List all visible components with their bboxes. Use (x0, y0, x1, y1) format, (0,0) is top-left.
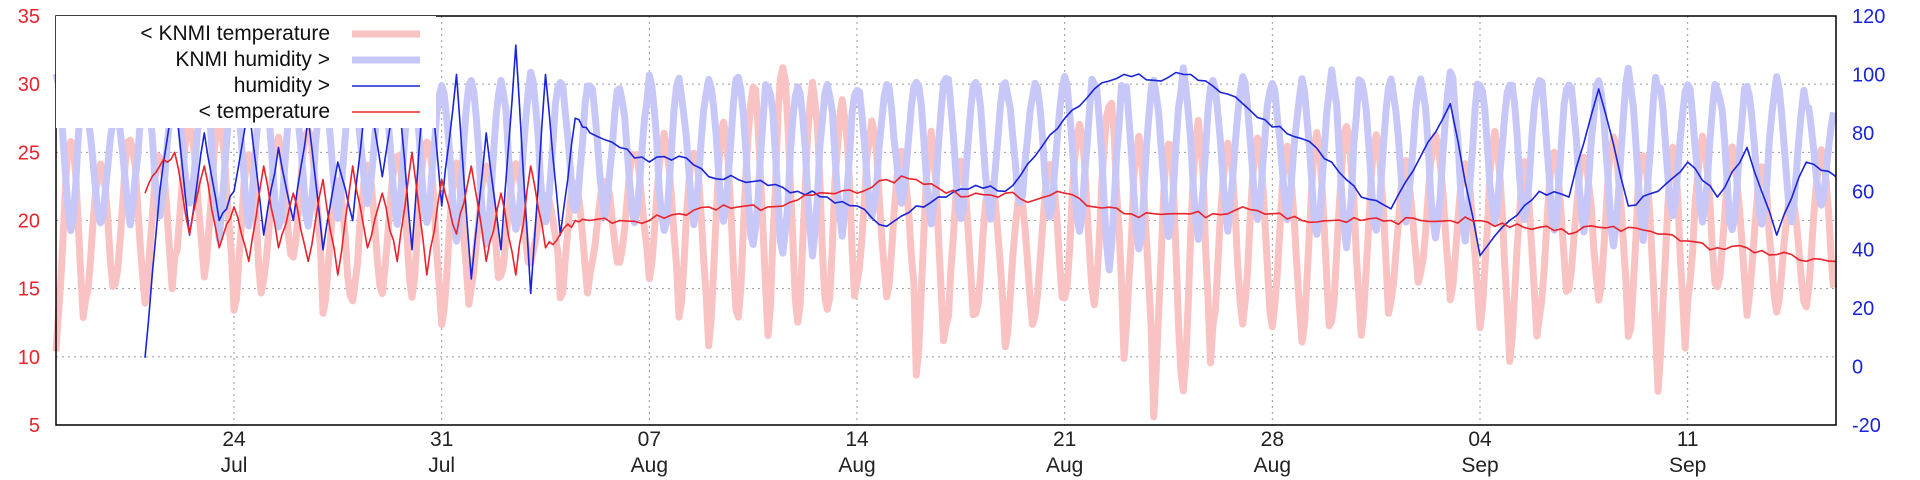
legend-entry-label: humidity > (234, 74, 330, 97)
x-tick-month-label: Jul (428, 454, 455, 477)
y-right-tick-label: 120 (1852, 6, 1885, 28)
plot-frame (55, 15, 1837, 426)
x-tick-month-label: Sep (1669, 454, 1706, 477)
series-line-0 (52, 64, 1837, 421)
series-line-3 (144, 151, 1837, 276)
y-right-tick-label: 40 (1852, 240, 1874, 262)
y-left-tick-label: 5 (29, 415, 40, 437)
y-right-tick-label: 60 (1852, 181, 1874, 203)
x-tick-month-label: Aug (1046, 454, 1083, 477)
x-tick-day-label: 04 (1468, 428, 1492, 451)
y-left-tick-label: 15 (18, 279, 40, 301)
series-line-2 (144, 44, 1837, 358)
x-tick-month-label: Sep (1461, 454, 1498, 477)
x-tick-month-label: Jul (221, 454, 248, 477)
y-right-tick-label: 20 (1852, 298, 1874, 320)
y-right-tick-label: -20 (1852, 415, 1881, 437)
x-tick-month-label: Aug (631, 454, 668, 477)
y-right-tick-label: 100 (1852, 64, 1885, 86)
legend-entry-label: < KNMI temperature (140, 22, 330, 45)
y-right-tick-label: 80 (1852, 123, 1874, 145)
y-left-tick-label: 20 (18, 211, 40, 233)
y-left-tick-label: 35 (18, 6, 40, 28)
y-right-tick-label: 0 (1852, 357, 1863, 379)
x-tick-day-label: 28 (1261, 428, 1284, 451)
x-tick-day-label: 14 (845, 428, 869, 451)
x-tick-day-label: 11 (1677, 428, 1699, 451)
x-tick-day-label: 31 (430, 428, 453, 451)
legend-entry-label: KNMI humidity > (175, 48, 330, 71)
x-tick-month-label: Aug (1254, 454, 1291, 477)
y-left-tick-label: 10 (18, 347, 40, 369)
axis-tick-labels: 5 10 15 20 25 30 35 -20 0 20 40 60 80 100 120 24 Jul 31 Ju… (18, 6, 1886, 477)
x-tick-day-label: 24 (222, 428, 246, 451)
y-left-tick-label: 25 (18, 142, 40, 164)
legend: < KNMI temperature KNMI humidity > humidit… (56, 16, 436, 128)
x-tick-day-label: 07 (638, 428, 661, 451)
y-left-tick-label: 30 (18, 74, 40, 96)
x-tick-day-label: 21 (1053, 428, 1076, 451)
x-tick-month-label: Aug (838, 454, 875, 477)
legend-entry-label: < temperature (199, 100, 330, 123)
